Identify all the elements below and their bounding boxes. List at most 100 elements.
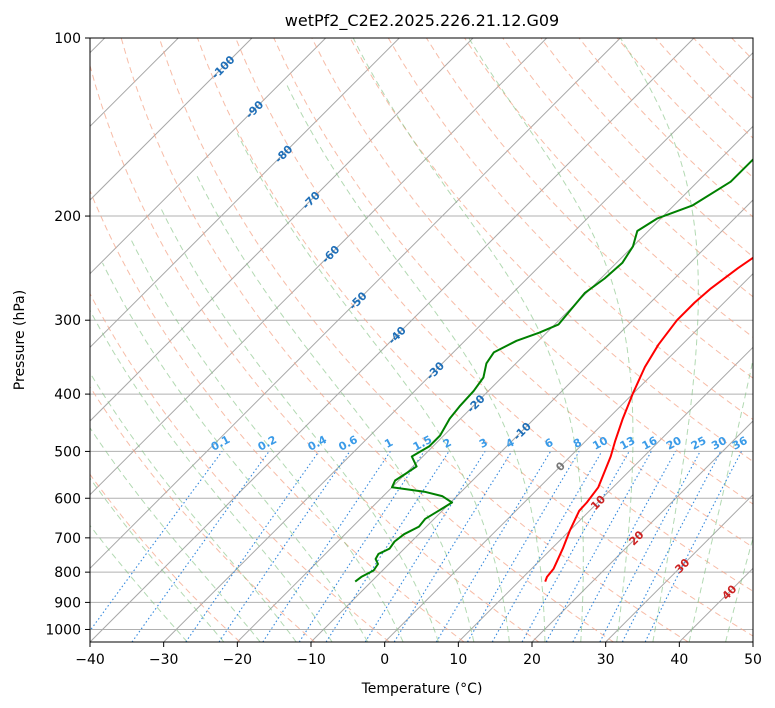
isotherm-line (752, 641, 753, 642)
moist-adiabat (90, 477, 225, 642)
dry-adiabat (90, 473, 241, 642)
mixing-ratio-line (298, 451, 425, 642)
mixing-ratio-line (521, 451, 630, 642)
dry-adiabat (655, 38, 753, 139)
isotherm-line (605, 493, 753, 642)
dry-adiabat (90, 189, 465, 642)
y-tick-label: 400 (54, 387, 81, 403)
mixing-ratio-line (218, 451, 351, 642)
isotherm-label: -50 (346, 289, 369, 312)
x-tick-label: 50 (744, 652, 762, 668)
y-tick-label: 500 (54, 444, 81, 460)
plot-frame (89, 37, 754, 643)
dry-adiabat (693, 38, 753, 100)
moist-adiabat (90, 309, 333, 642)
mixing-ratio-label: 13 (618, 434, 638, 453)
mixing-ratio-line (599, 451, 701, 642)
mixing-ratio-line (131, 451, 270, 642)
mixing-ratio-label: 8 (571, 436, 584, 451)
x-tick-label: 20 (523, 652, 541, 668)
moist-adiabat (90, 371, 297, 642)
isotherm-label: -100 (209, 53, 238, 82)
mixing-ratio-label: 16 (640, 434, 660, 453)
dry-adiabat (235, 38, 753, 592)
mixing-ratio-label: 30 (709, 434, 729, 453)
temperature-line (544, 256, 753, 582)
moist-adiabat (90, 427, 261, 642)
isotherm-label: -80 (272, 142, 295, 165)
y-tick-label: 1000 (45, 622, 81, 638)
isotherm-line (90, 38, 327, 275)
isotherm-line (90, 38, 621, 570)
dry-adiabat (120, 38, 614, 642)
moist-adiabat (236, 133, 510, 642)
mixing-ratio-line (572, 451, 676, 642)
dry-adiabat (90, 63, 540, 642)
moist-adiabat (468, 38, 634, 642)
background-lines (90, 38, 775, 642)
x-tick-label: −40 (75, 652, 105, 668)
x-tick-label: −20 (223, 652, 253, 668)
mixing-ratio-line (90, 451, 223, 632)
y-tick-label: 300 (54, 313, 81, 329)
isotherm-line (163, 51, 753, 642)
mixing-ratio-line (435, 451, 552, 642)
isotherm-label: -90 (243, 98, 266, 121)
mixing-ratio-line (364, 451, 486, 642)
dry-adiabat (273, 38, 753, 548)
dry-adiabat (311, 38, 753, 505)
dry-adiabat (425, 38, 753, 379)
mixing-ratio-label: 0.1 (209, 433, 232, 454)
moist-adiabat (286, 84, 546, 642)
y-tick-label: 100 (54, 31, 81, 47)
dry-adiabat (502, 38, 753, 298)
mixing-ratio-line (545, 451, 652, 642)
mixing-ratio-label: 0.6 (336, 433, 360, 454)
mixing-ratio-label: 2 (441, 436, 454, 451)
dry-adiabat (770, 38, 775, 642)
y-tick-label: 200 (54, 209, 81, 225)
mixing-ratio-label: 0.2 (256, 433, 279, 454)
moist-adiabat (161, 209, 439, 642)
profile-series (354, 158, 753, 583)
y-tick-label: 800 (54, 565, 81, 581)
moist-adiabat (619, 38, 699, 642)
y-tick-label: 700 (54, 531, 81, 547)
isotherm-line (90, 38, 253, 201)
mixing-ratio-label: 10 (590, 434, 610, 453)
x-tick-label: 10 (449, 652, 467, 668)
dry-adiabat (387, 38, 753, 421)
mixing-ratio-label: 20 (664, 434, 684, 453)
moist-adiabat (725, 536, 753, 642)
isotherm-line (384, 272, 753, 642)
mixing-ratio-line (325, 451, 450, 642)
x-tick-label: 0 (380, 652, 389, 668)
dry-adiabat (90, 385, 316, 642)
isotherm-line (678, 567, 753, 642)
isotherm-label: -10 (511, 420, 534, 443)
isotherm-line (310, 199, 753, 642)
isotherm-line (90, 38, 695, 642)
moist-adiabat (131, 240, 404, 642)
x-tick-label: 30 (597, 652, 615, 668)
warm-isotherm-label: 20 (627, 528, 647, 548)
moist-adiabat (102, 262, 369, 642)
mixing-ratio-line (393, 451, 513, 642)
x-axis-label: Temperature (°C) (361, 681, 483, 697)
isotherm-line (531, 420, 753, 642)
isotherm-line (457, 346, 753, 642)
moist-adiabat (688, 357, 753, 642)
y-axis: 100 200 300 400 500 600 700 800 900 1000 (45, 31, 90, 638)
mixing-ratio-label: 3 (477, 436, 490, 451)
isotherm-line (90, 38, 474, 422)
isotherm-line (90, 38, 548, 496)
y-tick-label: 900 (54, 595, 81, 611)
mixing-ratio-line (262, 451, 391, 642)
moist-adiabat (90, 524, 188, 642)
mixing-ratio-line (644, 451, 742, 642)
chart-title: wetPf2_C2E2.2025.226.21.12.G09 (285, 11, 559, 31)
moist-adiabat (195, 174, 475, 642)
dewpoint-line (354, 158, 753, 583)
dry-adiabat (90, 292, 390, 642)
